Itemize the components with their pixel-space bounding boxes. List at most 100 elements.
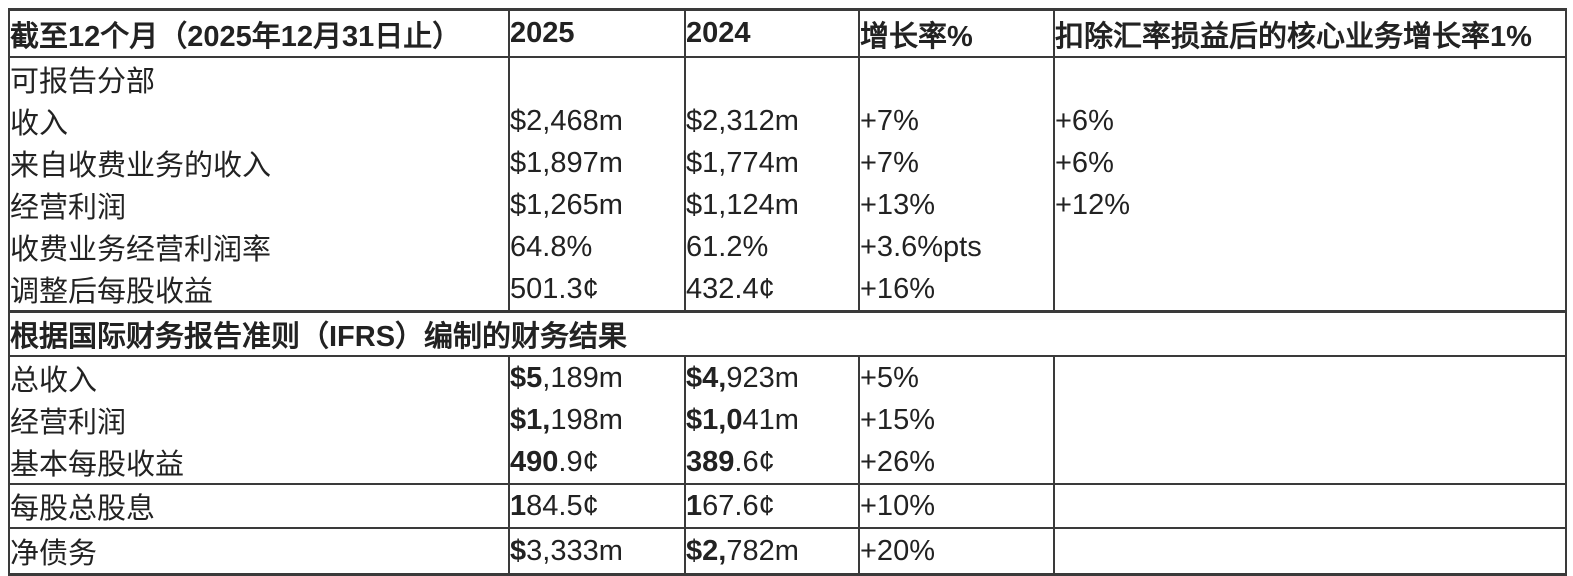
value-2025: $1,198m bbox=[508, 399, 686, 441]
value-2025: 490.9¢ bbox=[508, 441, 686, 484]
core-growth-value: +12% bbox=[1053, 184, 1567, 226]
value-bold-part: $1, bbox=[510, 403, 551, 436]
empty-cell bbox=[1053, 57, 1567, 100]
value-2024: 61.2% bbox=[684, 226, 860, 268]
growth-value: +15% bbox=[858, 399, 1055, 441]
col-header-2025: 2025 bbox=[508, 8, 686, 58]
value-bold-part: 1 bbox=[686, 489, 703, 522]
value-regular-part: .9¢ bbox=[558, 445, 599, 478]
value-2024: 432.4¢ bbox=[684, 268, 860, 312]
value-2024: 167.6¢ bbox=[684, 483, 860, 528]
value-2024: $1,041m bbox=[684, 399, 860, 441]
value-regular-part: 64.8% bbox=[510, 230, 593, 263]
row-label: 收入 bbox=[8, 100, 510, 142]
core-growth-value: +6% bbox=[1053, 142, 1567, 184]
growth-value: +16% bbox=[858, 268, 1055, 312]
row-label: 收费业务经营利润率 bbox=[8, 226, 510, 268]
growth-value: +20% bbox=[858, 527, 1055, 576]
table-row: 基本每股收益 490.9¢ 389.6¢ +26% bbox=[8, 441, 1567, 484]
section-title-row: 根据国际财务报告准则（IFRS）编制的财务结果 bbox=[8, 310, 1567, 357]
value-bold-part: $5 bbox=[510, 361, 543, 394]
table-row: 经营利润 $1,198m $1,041m +15% bbox=[8, 399, 1567, 441]
section-header-ifrs: 根据国际财务报告准则（IFRS）编制的财务结果 bbox=[8, 310, 1567, 357]
row-label: 调整后每股收益 bbox=[8, 268, 510, 312]
value-2025: $5,189m bbox=[508, 356, 686, 399]
core-growth-value: +6% bbox=[1053, 100, 1567, 142]
empty-cell bbox=[858, 57, 1055, 100]
value-2025: $3,333m bbox=[508, 527, 686, 576]
value-regular-part: $1,897m bbox=[510, 146, 623, 179]
value-regular-part: 923m bbox=[726, 361, 799, 394]
value-regular-part: 501.3¢ bbox=[510, 272, 599, 305]
col-header-core-growth: 扣除汇率损益后的核心业务增长率1% bbox=[1053, 8, 1567, 58]
growth-value: +26% bbox=[858, 441, 1055, 484]
table-row: 净债务 $3,333m $2,782m +20% bbox=[8, 527, 1567, 576]
row-label: 总收入 bbox=[8, 356, 510, 399]
core-growth-value bbox=[1053, 226, 1567, 268]
growth-value: +13% bbox=[858, 184, 1055, 226]
section-header-reportable-segments: 可报告分部 bbox=[8, 57, 510, 100]
table-row: 调整后每股收益 501.3¢ 432.4¢ +16% bbox=[8, 268, 1567, 312]
value-bold-part: 490 bbox=[510, 445, 559, 478]
value-regular-part: .6¢ bbox=[734, 445, 775, 478]
value-regular-part: $1,124m bbox=[686, 188, 799, 221]
value-regular-part: 782m bbox=[726, 534, 799, 567]
col-header-2024: 2024 bbox=[684, 8, 860, 58]
row-label: 经营利润 bbox=[8, 184, 510, 226]
value-2025: 64.8% bbox=[508, 226, 686, 268]
value-regular-part: $2,312m bbox=[686, 104, 799, 137]
core-growth-value bbox=[1053, 356, 1567, 399]
core-growth-value bbox=[1053, 441, 1567, 484]
growth-value: +3.6%pts bbox=[858, 226, 1055, 268]
value-regular-part: 67.6¢ bbox=[702, 489, 775, 522]
value-bold-part: 389 bbox=[686, 445, 735, 478]
value-regular-part: ,189m bbox=[542, 361, 623, 394]
table-header-row: 截至12个月（2025年12月31日止） 2025 2024 增长率% 扣除汇率… bbox=[8, 8, 1567, 58]
col-header-growth: 增长率% bbox=[858, 8, 1055, 58]
value-bold-part: $1,0 bbox=[686, 403, 743, 436]
table-row: 来自收费业务的收入 $1,897m $1,774m +7% +6% bbox=[8, 142, 1567, 184]
value-regular-part: 41m bbox=[742, 403, 799, 436]
table-row: 收入 $2,468m $2,312m +7% +6% bbox=[8, 100, 1567, 142]
value-2024: $2,312m bbox=[684, 100, 860, 142]
value-regular-part: 61.2% bbox=[686, 230, 769, 263]
row-label: 基本每股收益 bbox=[8, 441, 510, 484]
value-2024: 389.6¢ bbox=[684, 441, 860, 484]
empty-cell bbox=[684, 57, 860, 100]
core-growth-value bbox=[1053, 527, 1567, 576]
growth-value: +5% bbox=[858, 356, 1055, 399]
value-bold-part: $ bbox=[510, 534, 527, 567]
table-row: 每股总股息 184.5¢ 167.6¢ +10% bbox=[8, 483, 1567, 528]
value-regular-part: 198m bbox=[550, 403, 623, 436]
value-regular-part: $1,774m bbox=[686, 146, 799, 179]
value-2024: $1,124m bbox=[684, 184, 860, 226]
table-row: 总收入 $5,189m $4,923m +5% bbox=[8, 356, 1567, 399]
value-bold-part: $4, bbox=[686, 361, 727, 394]
value-regular-part: 84.5¢ bbox=[526, 489, 599, 522]
growth-value: +7% bbox=[858, 142, 1055, 184]
row-label: 来自收费业务的收入 bbox=[8, 142, 510, 184]
growth-value: +7% bbox=[858, 100, 1055, 142]
value-2024: $2,782m bbox=[684, 527, 860, 576]
value-regular-part: $2,468m bbox=[510, 104, 623, 137]
value-2025: $1,897m bbox=[508, 142, 686, 184]
financial-results-table: 截至12个月（2025年12月31日止） 2025 2024 增长率% 扣除汇率… bbox=[8, 8, 1567, 576]
value-regular-part: $1,265m bbox=[510, 188, 623, 221]
value-bold-part: 1 bbox=[510, 489, 527, 522]
financial-results-table-container: 截至12个月（2025年12月31日止） 2025 2024 增长率% 扣除汇率… bbox=[8, 8, 1567, 576]
section-title-row: 可报告分部 bbox=[8, 57, 1567, 100]
core-growth-value bbox=[1053, 483, 1567, 528]
col-header-period: 截至12个月（2025年12月31日止） bbox=[8, 8, 510, 58]
table-row: 收费业务经营利润率 64.8% 61.2% +3.6%pts bbox=[8, 226, 1567, 268]
value-regular-part: 3,333m bbox=[526, 534, 623, 567]
value-2024: $4,923m bbox=[684, 356, 860, 399]
growth-value: +10% bbox=[858, 483, 1055, 528]
table-row: 经营利润 $1,265m $1,124m +13% +12% bbox=[8, 184, 1567, 226]
value-2025: $2,468m bbox=[508, 100, 686, 142]
value-2025: 501.3¢ bbox=[508, 268, 686, 312]
core-growth-value bbox=[1053, 399, 1567, 441]
value-bold-part: $2, bbox=[686, 534, 727, 567]
value-2025: 184.5¢ bbox=[508, 483, 686, 528]
value-2024: $1,774m bbox=[684, 142, 860, 184]
row-label: 经营利润 bbox=[8, 399, 510, 441]
